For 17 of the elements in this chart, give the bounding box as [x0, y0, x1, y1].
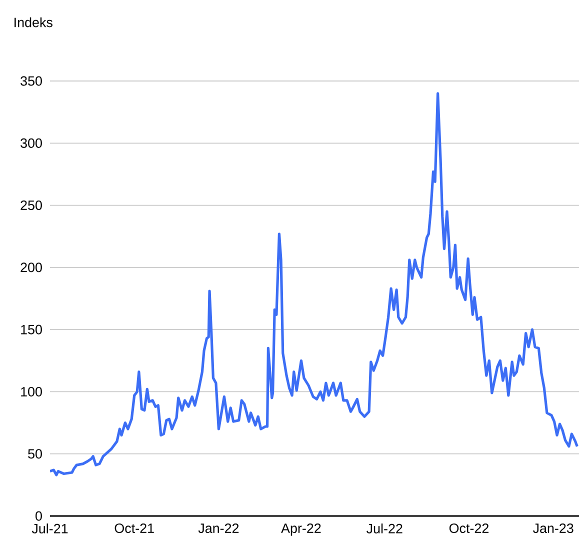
- y-tick-label: 50: [28, 449, 42, 459]
- x-tick-label: Oct-21: [114, 524, 154, 534]
- y-tick-label: 250: [20, 200, 42, 210]
- y-tick-label: 150: [21, 324, 42, 334]
- x-tick-label: Jan-22: [198, 524, 239, 534]
- x-tick-label: Jul-21: [32, 524, 68, 534]
- x-tick-label: Oct-22: [449, 524, 488, 534]
- y-tick-label: 300: [20, 138, 42, 148]
- x-tick-label: Jan-23: [532, 524, 574, 534]
- x-tick-label: Jul-22: [366, 524, 402, 534]
- y-tick-label: 200: [20, 262, 42, 272]
- y-tick-label: 350: [20, 76, 42, 86]
- y-tick-label: 100: [21, 386, 42, 396]
- y-tick-label: 0: [36, 511, 42, 521]
- y-axis-title: Indeks: [14, 17, 52, 28]
- x-tick-label: Apr-22: [281, 524, 321, 536]
- line-series: [50, 92, 578, 476]
